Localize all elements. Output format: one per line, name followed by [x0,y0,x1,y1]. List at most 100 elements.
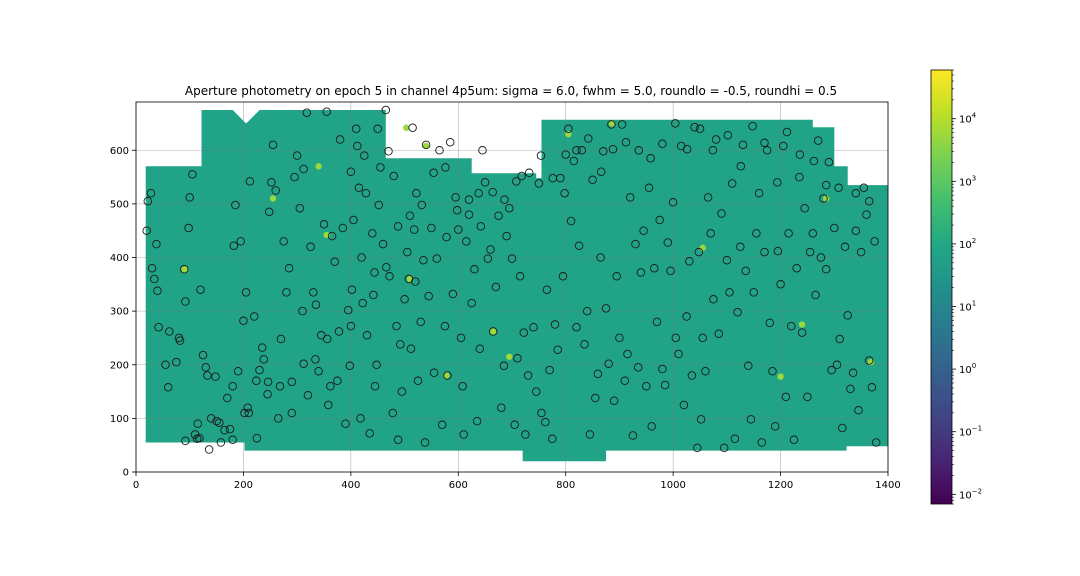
plot-area: 0 200 400 600 800 1000 1200 1400 0 100 200 300 400 5… [110,101,901,491]
aperture-circle [400,295,409,304]
aperture-circle [432,254,442,263]
aperture-circle [690,122,699,132]
aperture-circle [604,359,613,368]
aperture-circle [413,376,423,386]
aperture-circle [198,350,208,360]
aperture-circle [601,304,611,313]
aperture-circle [252,376,261,386]
aperture-circle [257,343,267,352]
bright-source [777,373,784,380]
y-tick-label: 100 [110,414,129,425]
aperture-circle [284,263,294,273]
aperture-circle [768,366,777,376]
aperture-circle [437,420,447,430]
aperture-circle [797,328,807,337]
aperture-circle [633,363,643,372]
aperture-circle [354,183,364,193]
aperture-circle [553,345,562,354]
aperture-circle [708,146,718,155]
aperture-circle [153,286,162,296]
x-tick-label: 1400 [875,480,900,491]
aperture-circle [541,417,550,427]
aperture-circle [741,266,750,276]
aperture-circle [206,414,216,423]
aperture-circle [347,285,357,294]
aperture-circle [459,430,468,439]
aperture-circle [440,321,450,331]
aperture-circle [292,151,302,160]
aperture-circle [311,355,320,364]
bright-source [490,328,497,335]
aperture-circle [146,188,156,198]
aperture-circle [215,418,224,427]
aperture-circle [373,124,382,134]
aperture-circle [384,147,393,156]
aperture-circle [679,400,689,410]
aperture-circle [165,327,174,336]
aperture-circle [421,140,431,150]
aperture-circle [811,290,820,300]
aperture-circle [406,344,416,353]
aperture-circle [749,288,758,297]
footprint-notch [232,110,260,124]
bright-source [422,142,430,150]
aperture-circle [150,274,159,284]
aperture-circle [259,355,269,364]
aperture-circle [488,327,498,336]
aperture-circle [754,188,764,198]
aperture-circle [765,318,775,328]
aperture-circle [631,239,640,249]
aperture-circle [201,363,211,372]
y-tick-label: 500 [110,199,129,210]
aperture-circle [346,321,356,331]
aperture-circle [862,210,871,219]
aperture-circle [512,177,521,186]
aperture-circle [427,223,436,233]
aperture-circle [382,262,391,272]
aperture-circle [809,156,819,166]
aperture-circle [225,424,235,434]
aperture-circle [172,357,181,367]
aperture-circle [588,175,597,185]
aperture-circle [241,288,251,297]
aperture-circle [609,396,619,405]
aperture-circle [152,239,161,249]
plot-frame [135,101,889,473]
aperture-circle [233,366,243,376]
aperture-circle [309,288,318,297]
aperture-circle [870,237,879,246]
aperture-circle [623,349,632,359]
aperture-circle [744,361,753,371]
aperture-circle [264,207,274,217]
aperture-circle [475,344,485,353]
aperture-circle [628,431,638,440]
aperture-circle [851,226,861,235]
aperture-circle [181,436,190,446]
aperture-circle [143,196,153,206]
aperture-circle [569,156,579,166]
aperture-circle [733,307,742,317]
aperture-circle [792,263,801,273]
aperture-circle [617,120,627,129]
aperture-circle [515,272,525,281]
aperture-circle [456,333,466,343]
aperture-circle [193,419,203,428]
aperture-circle [596,167,606,176]
aperture-circle [299,359,308,368]
aperture-circle [585,430,595,439]
aperture-circle [476,222,486,231]
x-tick-label: 800 [556,480,575,491]
aperture-circle [805,247,815,257]
aperture-circle [393,435,403,445]
aperture-circle [442,232,451,242]
aperture-circle [184,223,193,233]
aperture-circle [757,438,767,447]
aperture-circle [196,285,205,294]
aperture-circle [789,435,799,445]
aperture-circle [832,360,842,370]
aperture-circle [854,406,863,415]
aperture-circle [871,438,881,447]
aperture-circle [356,414,365,423]
aperture-circle [550,320,560,329]
x-tick-label: 0 [133,480,139,491]
